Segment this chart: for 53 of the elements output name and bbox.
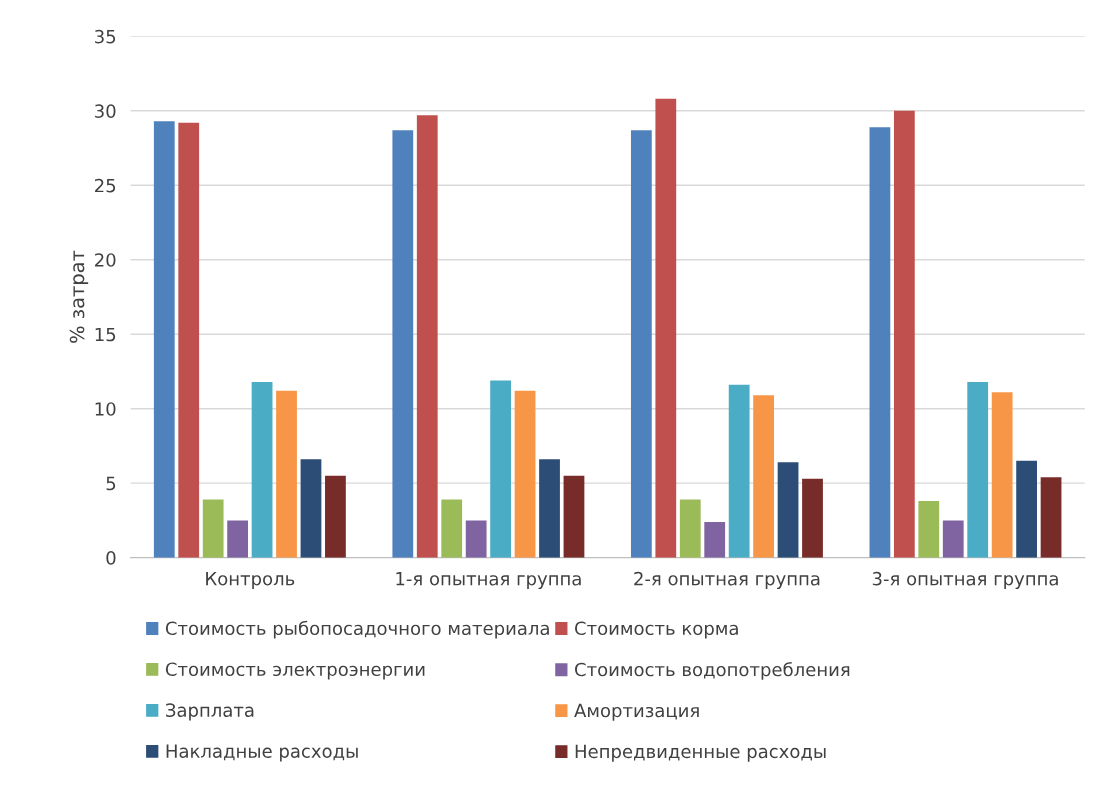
bar bbox=[251, 381, 273, 558]
legend-label: Амортизация bbox=[574, 703, 699, 721]
x-tick-label: 3-я опытная группа bbox=[872, 571, 1058, 589]
legend-label: Стоимость водопотребления bbox=[575, 662, 850, 680]
bar bbox=[276, 390, 297, 558]
bar bbox=[991, 392, 1013, 558]
bar bbox=[869, 127, 891, 558]
bar bbox=[178, 122, 200, 558]
bar bbox=[490, 380, 512, 558]
bar bbox=[655, 98, 677, 558]
legend-label: Зарплата bbox=[166, 703, 254, 721]
bar bbox=[227, 520, 249, 558]
y-tick-label: 0 bbox=[106, 551, 116, 565]
bar bbox=[153, 121, 175, 558]
bar bbox=[967, 381, 989, 558]
bar bbox=[325, 475, 346, 558]
x-tick-label: 2-я опытная группа bbox=[634, 571, 820, 589]
legend-label: Стоимость корма bbox=[575, 621, 738, 639]
bar bbox=[630, 130, 652, 558]
y-tick-label: 25 bbox=[95, 178, 116, 193]
y-tick-label: 35 bbox=[95, 29, 116, 44]
bar bbox=[679, 499, 701, 558]
bar bbox=[728, 384, 750, 558]
bar bbox=[392, 130, 414, 558]
y-axis-title: % затрат bbox=[69, 250, 89, 343]
bar bbox=[416, 115, 438, 558]
bar bbox=[942, 520, 964, 558]
y-tick-label: 10 bbox=[95, 402, 116, 416]
bar bbox=[441, 499, 463, 558]
y-tick-label: 30 bbox=[95, 104, 116, 118]
legend-label: Стоимость рыбопосадочного материала bbox=[165, 620, 549, 639]
bar bbox=[918, 501, 940, 558]
bar bbox=[465, 520, 487, 558]
y-tick-label: 20 bbox=[95, 253, 116, 267]
legend-label: Накладные расходы bbox=[166, 744, 358, 762]
bar bbox=[704, 521, 726, 558]
x-tick-label: 1-я опытная группа bbox=[396, 572, 581, 589]
bar bbox=[1040, 477, 1062, 558]
x-tick-label: Контроль bbox=[206, 572, 295, 589]
bar bbox=[893, 110, 915, 558]
bar bbox=[802, 478, 823, 558]
y-tick-label: 5 bbox=[106, 476, 116, 491]
legend-label: Непредвиденные расходы bbox=[575, 744, 826, 762]
bar bbox=[563, 475, 585, 558]
bar bbox=[202, 499, 224, 558]
bar bbox=[753, 395, 774, 558]
bar bbox=[514, 390, 536, 558]
bar bbox=[777, 462, 799, 558]
bar bbox=[539, 459, 560, 558]
legend-label: Стоимость электроэнергии bbox=[165, 662, 425, 680]
bar bbox=[1016, 460, 1037, 558]
y-tick-label: 15 bbox=[95, 327, 116, 342]
bar bbox=[300, 459, 322, 558]
